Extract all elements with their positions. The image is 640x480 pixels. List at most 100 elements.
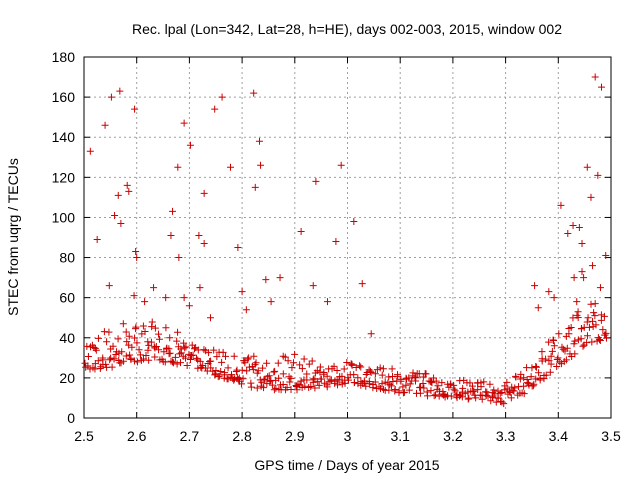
data-point bbox=[585, 323, 593, 331]
data-point bbox=[567, 324, 575, 332]
data-point bbox=[430, 392, 438, 400]
data-point bbox=[570, 274, 578, 282]
data-point bbox=[182, 343, 190, 351]
data-point bbox=[96, 364, 104, 372]
data-point bbox=[348, 361, 356, 369]
data-point bbox=[242, 306, 250, 314]
data-point bbox=[434, 382, 442, 390]
data-point bbox=[573, 298, 581, 306]
data-point bbox=[185, 302, 193, 310]
data-point bbox=[563, 344, 571, 352]
data-point bbox=[371, 370, 379, 378]
data-point bbox=[310, 375, 318, 383]
x-tick-label: 3.2 bbox=[443, 428, 463, 444]
data-point bbox=[347, 360, 355, 368]
data-point bbox=[358, 280, 366, 288]
data-point bbox=[575, 223, 583, 231]
data-point bbox=[211, 371, 219, 379]
data-point bbox=[334, 381, 342, 389]
data-point bbox=[150, 284, 158, 292]
data-point bbox=[169, 359, 177, 367]
data-point bbox=[101, 121, 109, 129]
data-point bbox=[341, 379, 349, 387]
data-point bbox=[337, 161, 345, 169]
data-point bbox=[174, 163, 182, 171]
data-point bbox=[253, 384, 261, 392]
data-point bbox=[528, 364, 536, 372]
x-tick-label: 3.1 bbox=[390, 428, 410, 444]
x-tick-label: 2.8 bbox=[232, 428, 252, 444]
data-point bbox=[602, 252, 610, 260]
data-point bbox=[520, 374, 528, 382]
data-point bbox=[147, 338, 155, 346]
data-point bbox=[507, 394, 515, 402]
data-point bbox=[474, 386, 482, 394]
data-point bbox=[596, 284, 604, 292]
data-point bbox=[564, 229, 572, 237]
data-point bbox=[219, 348, 227, 356]
data-point bbox=[239, 375, 247, 383]
data-point bbox=[303, 376, 311, 384]
data-point bbox=[601, 331, 609, 339]
data-point bbox=[367, 330, 375, 338]
data-point bbox=[486, 380, 494, 388]
data-point bbox=[260, 384, 268, 392]
data-point bbox=[169, 207, 177, 215]
data-point bbox=[268, 381, 276, 389]
data-point bbox=[517, 370, 525, 378]
data-point bbox=[584, 314, 592, 322]
data-point bbox=[357, 378, 365, 386]
data-point bbox=[589, 317, 597, 325]
data-point bbox=[588, 338, 596, 346]
data-point bbox=[464, 395, 472, 403]
data-point bbox=[402, 381, 410, 389]
data-point bbox=[112, 351, 120, 359]
data-point bbox=[142, 351, 150, 359]
data-point bbox=[459, 384, 467, 392]
data-point bbox=[155, 335, 163, 343]
data-point bbox=[218, 358, 226, 366]
data-point bbox=[316, 363, 324, 371]
data-point bbox=[193, 354, 201, 362]
data-point bbox=[162, 324, 170, 332]
data-point bbox=[583, 318, 591, 326]
data-point bbox=[230, 376, 238, 384]
data-point bbox=[545, 288, 553, 296]
x-tick-label: 3.3 bbox=[496, 428, 516, 444]
data-point bbox=[196, 284, 204, 292]
data-point bbox=[550, 294, 558, 302]
data-point bbox=[496, 389, 504, 397]
data-point bbox=[161, 358, 169, 366]
data-point bbox=[315, 381, 323, 389]
data-point bbox=[144, 346, 152, 354]
data-point bbox=[508, 383, 516, 391]
data-point bbox=[578, 268, 586, 276]
data-point bbox=[177, 345, 185, 353]
data-point bbox=[366, 380, 374, 388]
data-point bbox=[265, 372, 273, 380]
data-point bbox=[350, 217, 358, 225]
data-point bbox=[415, 370, 423, 378]
data-point bbox=[136, 351, 144, 359]
data-point bbox=[180, 294, 188, 302]
data-point bbox=[530, 380, 538, 388]
data-point bbox=[550, 342, 558, 350]
data-point bbox=[210, 346, 218, 354]
data-point bbox=[583, 339, 591, 347]
data-point bbox=[202, 347, 210, 355]
data-point bbox=[107, 93, 115, 101]
data-point bbox=[350, 379, 358, 387]
data-point bbox=[183, 361, 191, 369]
data-point bbox=[417, 383, 425, 391]
data-point bbox=[283, 383, 291, 391]
data-point bbox=[545, 357, 553, 365]
data-point bbox=[596, 336, 604, 344]
data-point bbox=[591, 73, 599, 81]
data-point bbox=[247, 379, 255, 387]
data-point bbox=[234, 376, 242, 384]
data-point bbox=[245, 363, 253, 371]
data-point bbox=[151, 353, 159, 361]
data-point bbox=[542, 371, 550, 379]
data-point bbox=[409, 369, 417, 377]
data-point bbox=[279, 370, 287, 378]
